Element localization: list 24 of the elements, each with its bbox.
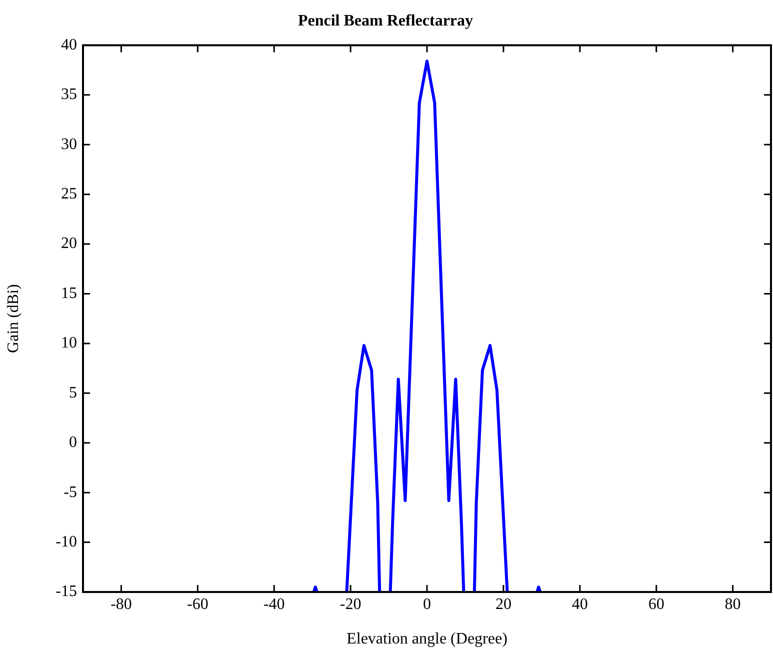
x-tick-label: 40: [572, 596, 588, 613]
y-tick-label: -15: [56, 583, 77, 600]
y-tick-label: 5: [69, 384, 77, 402]
y-tick-label: 25: [61, 186, 77, 203]
y-tick-label: -5: [64, 484, 77, 501]
x-tick-label: 0: [423, 596, 431, 613]
y-tick-label: 20: [61, 235, 77, 252]
x-tick-label: 80: [724, 596, 741, 613]
x-tick-label: -60: [187, 596, 208, 613]
y-tick-label: 15: [61, 284, 77, 302]
chart-title: Pencil Beam Reflectarray: [298, 12, 474, 30]
x-tick-label: 20: [495, 596, 512, 613]
y-tick-label: 10: [61, 334, 77, 352]
x-tick-label: -40: [263, 596, 285, 613]
y-tick-label: 30: [61, 136, 77, 153]
y-tick-label: 35: [61, 86, 77, 104]
x-tick-label: 60: [648, 596, 664, 613]
x-tick-label: -80: [110, 596, 132, 613]
y-tick-label: 40: [61, 36, 77, 54]
y-tick-label: 0: [69, 434, 77, 452]
y-axis-title: Gain (dBi): [4, 284, 22, 354]
x-tick-label: -20: [340, 596, 362, 613]
y-tick-label: -10: [56, 533, 77, 550]
x-axis-title: Elevation angle (Degree): [346, 630, 508, 648]
